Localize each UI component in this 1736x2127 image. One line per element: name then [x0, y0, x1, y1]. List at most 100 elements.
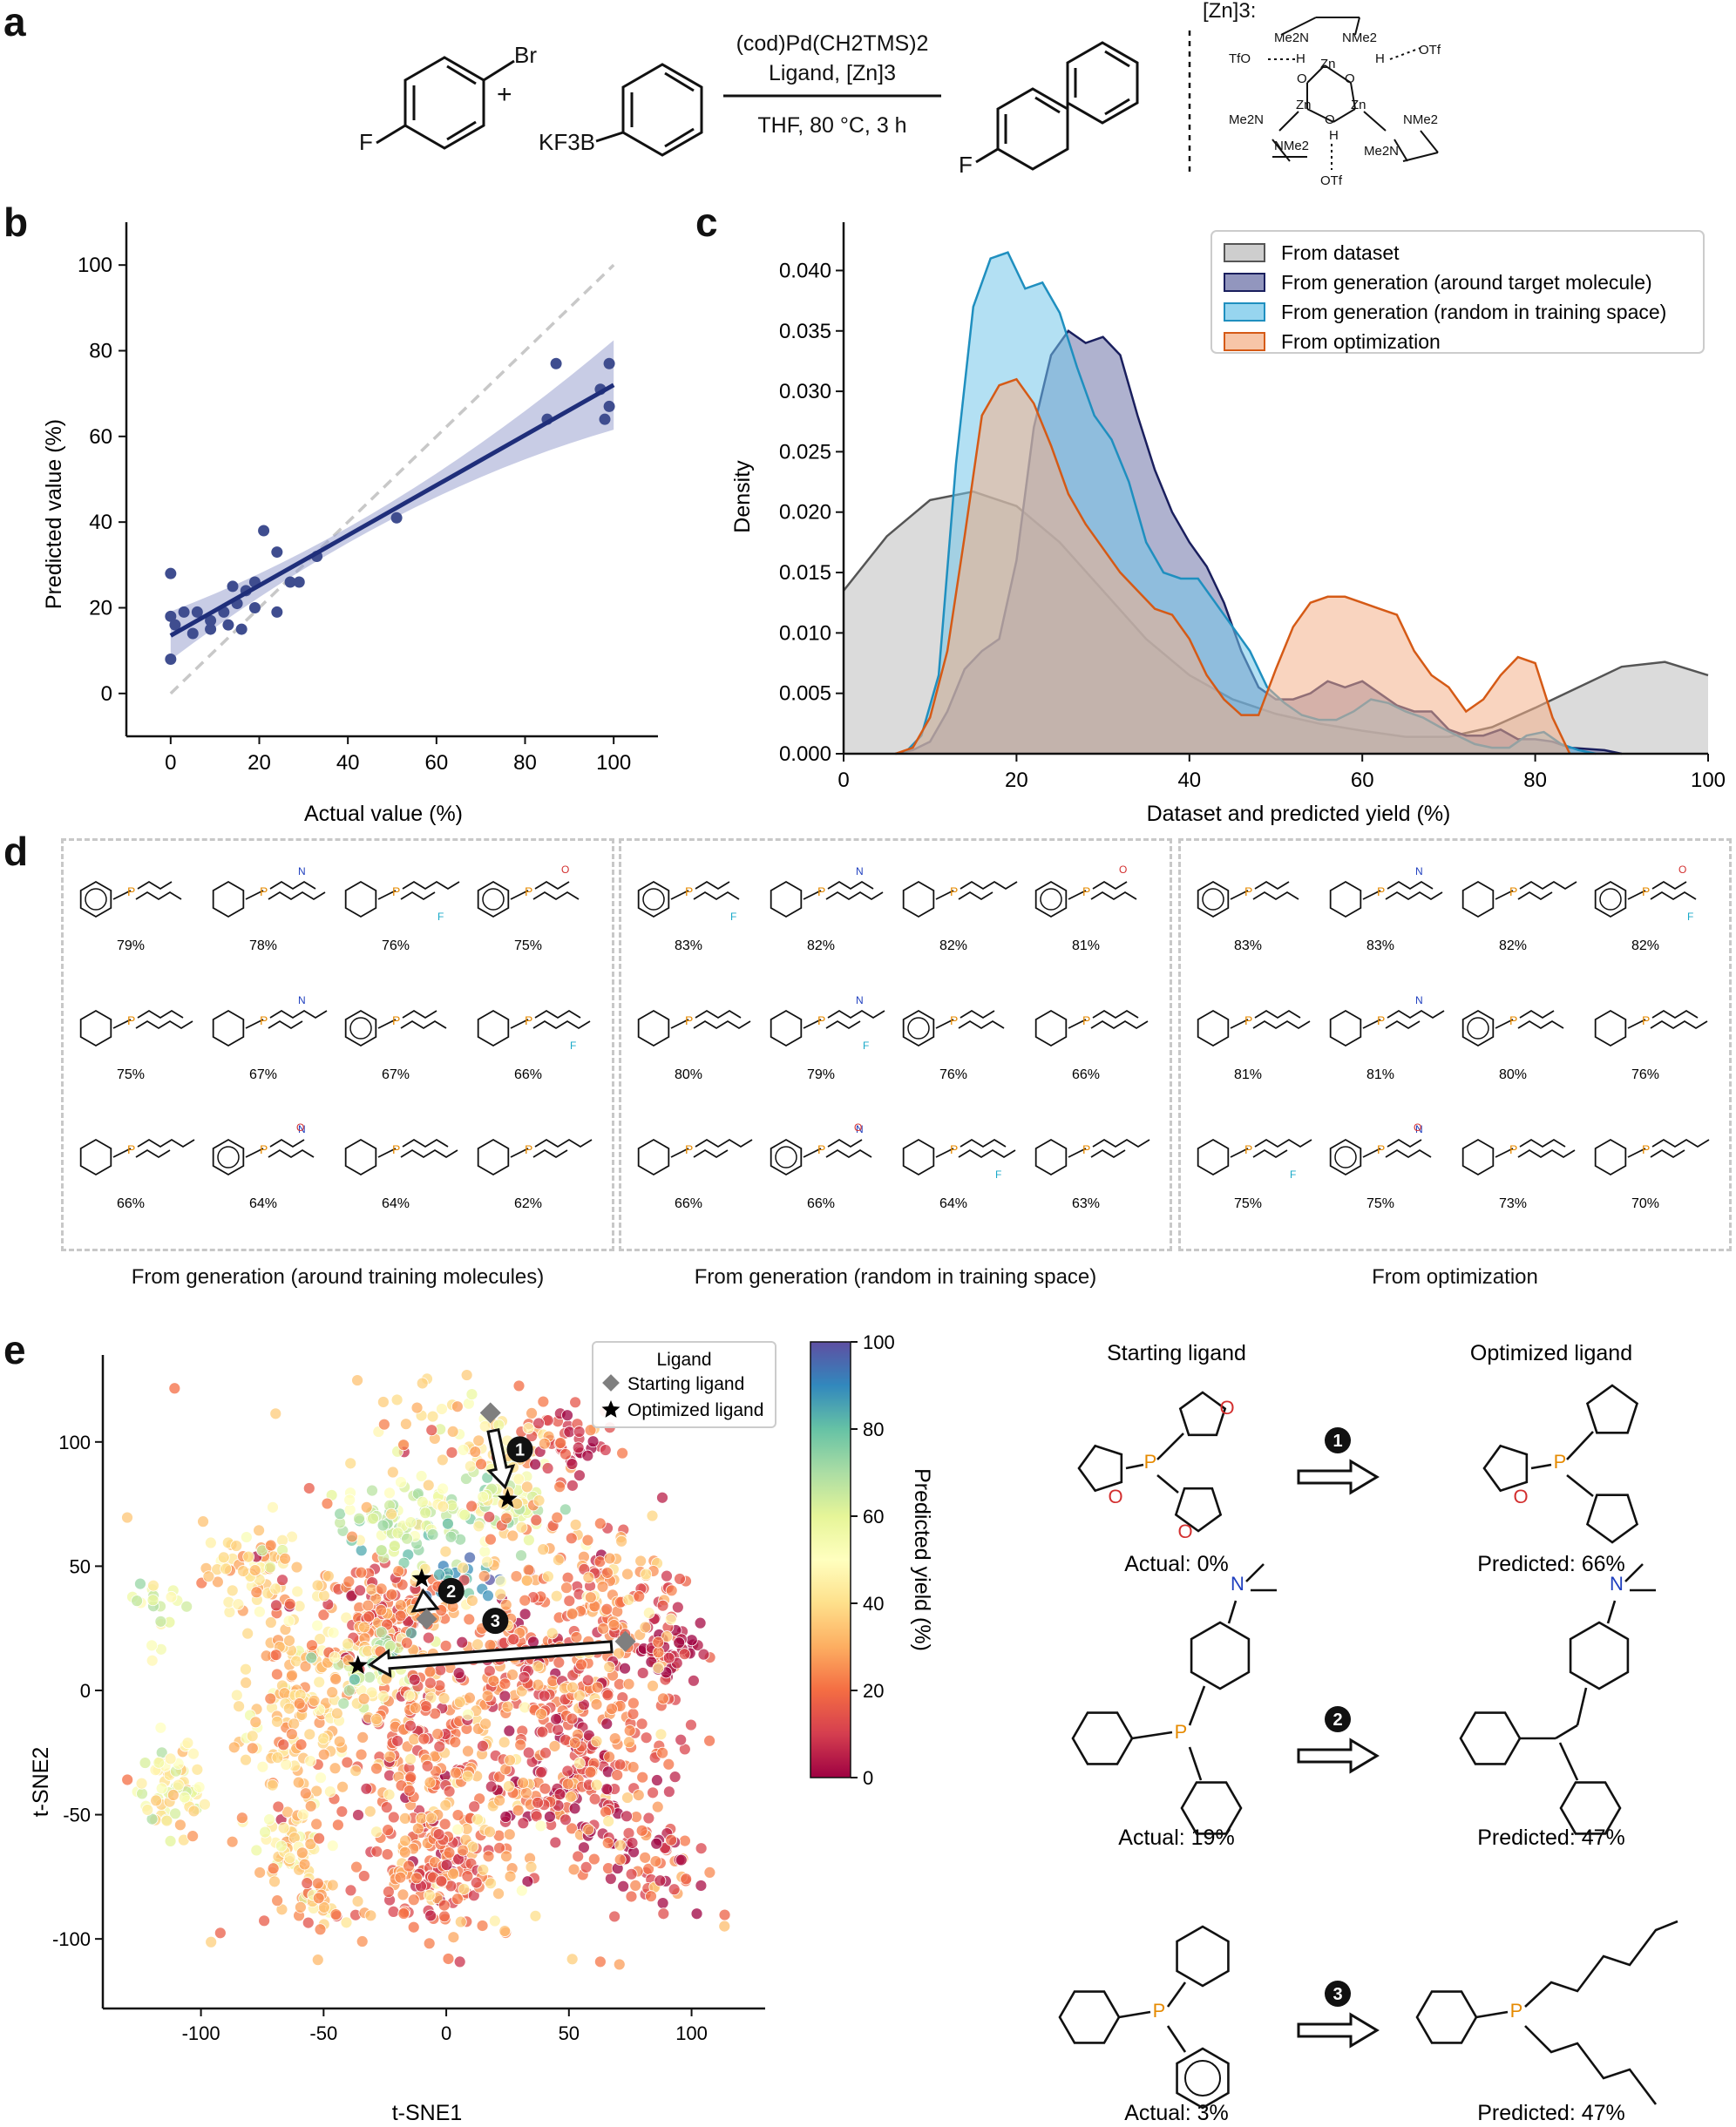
- tsne-point: [277, 1821, 290, 1834]
- tsne-point: [439, 1545, 452, 1558]
- ligand-structure: P 76%: [902, 1009, 1005, 1082]
- tsne-point: [398, 1846, 411, 1859]
- scatter-point: [186, 627, 199, 640]
- opt-ligand-furyl-dicyclopentylphosphine: PO: [1482, 1384, 1639, 1544]
- tsne-point: [263, 1813, 275, 1826]
- legend-title: Ligand: [656, 1350, 711, 1370]
- tsne-point: [322, 1569, 335, 1582]
- tsne-point: [329, 1762, 342, 1775]
- tsne-point: [304, 1838, 317, 1851]
- svg-text:Me2N: Me2N: [1364, 144, 1399, 159]
- tsne-point: [295, 1846, 309, 1859]
- scatter-point: [169, 619, 181, 631]
- oxygen-atom: O: [1177, 1521, 1192, 1542]
- scatter-point: [205, 623, 217, 635]
- tsne-point: [482, 1589, 494, 1602]
- ligand-structure: P 66%: [637, 1138, 753, 1211]
- tsne-point: [554, 1437, 567, 1449]
- tsne-point: [465, 1388, 478, 1400]
- tsne-point: [134, 1577, 146, 1590]
- tsne-point: [534, 1766, 547, 1778]
- tsne-point: [510, 1570, 523, 1582]
- tsne-point: [526, 1406, 538, 1419]
- legend-starting-ligand: Starting ligand: [627, 1374, 744, 1394]
- legend-swatch-3: [1224, 302, 1265, 322]
- oxygen-atom: O: [1414, 1121, 1421, 1134]
- regression-line: [169, 383, 615, 638]
- tsne-point: [146, 1654, 159, 1667]
- ligand-yield-label: 67%: [249, 1067, 277, 1082]
- tsne-point: [355, 1566, 368, 1579]
- nitrogen-atom: N: [1231, 1573, 1244, 1595]
- tsne-point: [202, 1570, 215, 1583]
- tsne-point: [462, 1708, 474, 1721]
- tsne-point: [532, 1417, 545, 1430]
- tsne-point: [582, 1571, 595, 1584]
- phosphorus-atom: P: [1377, 884, 1385, 898]
- tsne-point: [326, 1686, 339, 1699]
- ligand-yield-label: 64%: [382, 1196, 410, 1211]
- phosphorus-atom: P: [1244, 1142, 1252, 1156]
- tsne-point: [376, 1396, 390, 1408]
- tsne-point: [629, 1879, 642, 1892]
- tsne-point: [329, 1673, 342, 1685]
- tsne-point: [270, 1599, 282, 1612]
- tsne-point: [169, 1807, 181, 1820]
- panel-c-ytick-label: 0.000: [779, 742, 831, 766]
- svg-text:O: O: [1345, 71, 1355, 86]
- tsne-point: [656, 1599, 669, 1612]
- panel-b-xtick-label: 60: [424, 751, 448, 775]
- tsne-point: [271, 1668, 283, 1681]
- tsne-point: [303, 1728, 316, 1741]
- panel-c-ylabel: Density: [730, 460, 755, 533]
- tsne-point: [627, 1708, 640, 1720]
- tsne-point: [164, 1752, 177, 1765]
- tsne-point: [675, 1733, 688, 1746]
- ligand-structure: P 73%: [1461, 1138, 1576, 1211]
- tsne-point: [336, 1805, 349, 1818]
- tsne-point: [308, 1694, 321, 1707]
- tsne-point: [435, 1604, 448, 1616]
- tsne-point: [559, 1447, 572, 1460]
- tsne-point: [240, 1531, 253, 1543]
- tsne-point: [360, 1500, 373, 1514]
- panel-e-xlabel: t-SNE1: [392, 2101, 463, 2125]
- pair1-actual: Actual: 0%: [1124, 1552, 1229, 1576]
- tsne-point: [566, 1681, 579, 1694]
- tsne-point: [484, 1826, 496, 1839]
- tsne-point: [397, 1439, 410, 1452]
- tsne-point: [597, 1622, 610, 1635]
- nitrogen-atom: N: [1415, 1123, 1423, 1135]
- opt-ligand-cyclohexyl-dialkylphosphine: P: [1415, 1920, 1678, 2105]
- tsne-point: [563, 1595, 576, 1608]
- tsne-point: [417, 1732, 431, 1745]
- tsne-point: [439, 1639, 452, 1652]
- tsne-point: [293, 1697, 306, 1710]
- tsne-point: [635, 1824, 648, 1837]
- tsne-point: [362, 1599, 375, 1612]
- group-caption-3: From optimization: [1372, 1265, 1538, 1289]
- tsne-point: [329, 1651, 342, 1663]
- tsne-point: [544, 1810, 556, 1823]
- tsne-point: [271, 1894, 284, 1907]
- tsne-point: [647, 1786, 659, 1799]
- tsne-point: [472, 1434, 485, 1447]
- starting-ligand-marker: [416, 1609, 437, 1630]
- tsne-point: [485, 1533, 497, 1546]
- tsne-point: [404, 1516, 417, 1528]
- tsne-point: [155, 1782, 168, 1795]
- pair3-predicted: Predicted: 47%: [1477, 2101, 1625, 2125]
- tsne-point: [386, 1466, 399, 1479]
- scatter-point: [293, 576, 305, 588]
- tsne-point: [313, 1832, 326, 1845]
- legend-entry-4: From optimization: [1281, 330, 1441, 353]
- tsne-point: [584, 1765, 597, 1778]
- tsne-point: [346, 1530, 358, 1543]
- tsne-point: [593, 1517, 607, 1530]
- tsne-point: [640, 1731, 653, 1744]
- tsne-point: [352, 1809, 364, 1821]
- tsne-point: [311, 1954, 324, 1967]
- tsne-point: [385, 1507, 397, 1521]
- tsne-point: [487, 1675, 500, 1687]
- tsne-point: [366, 1484, 378, 1497]
